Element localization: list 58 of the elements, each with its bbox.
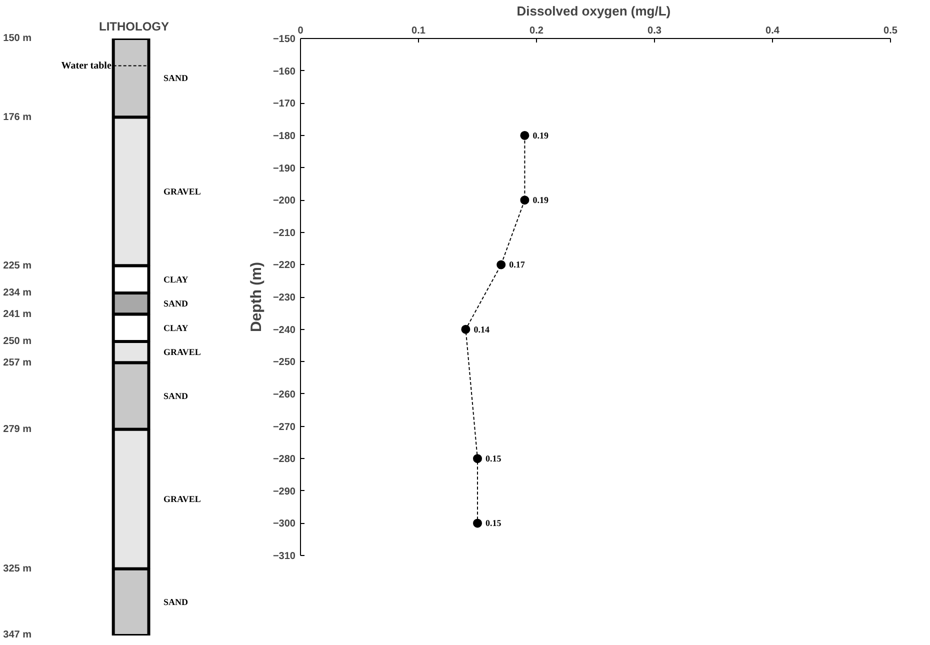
series-label: SAND [164, 72, 189, 83]
y-tick-label: 257 m [3, 357, 32, 368]
annotation: 0.15 [486, 518, 502, 528]
point [496, 260, 506, 270]
point [473, 454, 482, 464]
series-label: CLAY [164, 322, 189, 333]
annotation: 0.17 [509, 260, 526, 270]
chart-title: LITHOLOGY [99, 20, 169, 34]
y-tick-label: −180 [272, 130, 296, 142]
series-label: GRAVEL [164, 186, 201, 197]
annotation: 0.19 [532, 130, 549, 140]
x-axis-title: Dissolved oxygen (mg/L) [516, 4, 671, 18]
x-tick-label: 0.2 [530, 26, 544, 36]
y-tick-label: −240 [272, 324, 296, 336]
y-tick-label: −270 [272, 422, 296, 433]
y-tick-label: −160 [272, 66, 296, 78]
y-axis-title: Depth (m) [248, 262, 265, 332]
y-tick-label: 225 m [3, 260, 32, 272]
x-tick-label: 0 [298, 26, 304, 36]
y-tick-label: −250 [272, 357, 296, 368]
y-tick-label: −300 [272, 518, 296, 530]
point [520, 196, 530, 205]
y-tick-label: −200 [272, 196, 296, 207]
x-tick-label: 0.4 [766, 26, 780, 36]
y-tick-label: −170 [272, 98, 296, 110]
y-tick-label: 250 m [3, 336, 32, 348]
x-tick-label: 0.3 [648, 26, 662, 36]
y-tick-label: −230 [272, 292, 296, 304]
point [473, 518, 482, 528]
y-tick-label: −310 [272, 551, 296, 562]
y-tick-label: 241 m [3, 308, 32, 320]
series-label: SAND [164, 298, 189, 309]
y-tick-label: −150 [272, 34, 296, 45]
x-tick-label: 0.1 [412, 26, 426, 36]
annotation: 0.15 [486, 454, 502, 464]
series-label: GRAVEL [164, 347, 201, 358]
y-tick-label: −190 [272, 163, 296, 174]
y-tick-label: 234 m [3, 288, 32, 299]
series-label: SAND [164, 597, 189, 608]
ref-line-label: Water table [61, 60, 112, 72]
y-tick-label: 325 m [3, 563, 32, 574]
point [520, 130, 530, 140]
y-tick-label: −290 [272, 486, 296, 498]
y-tick-label: −260 [272, 389, 296, 400]
y-tick-label: 347 m [3, 630, 32, 640]
series-label: SAND [164, 391, 189, 402]
y-tick-label: −210 [272, 228, 296, 239]
x-tick-label: 0.5 [884, 26, 898, 36]
point [461, 324, 470, 334]
annotation: 0.19 [532, 195, 549, 206]
series-label: GRAVEL [164, 494, 201, 504]
y-tick-label: 176 m [3, 112, 32, 123]
annotation: 0.14 [474, 324, 490, 334]
y-tick-label: −220 [272, 260, 296, 272]
y-tick-label: 279 m [3, 424, 32, 435]
series-label: CLAY [164, 274, 189, 284]
y-tick-label: −280 [272, 454, 296, 466]
y-tick-label: 150 m [3, 33, 32, 44]
